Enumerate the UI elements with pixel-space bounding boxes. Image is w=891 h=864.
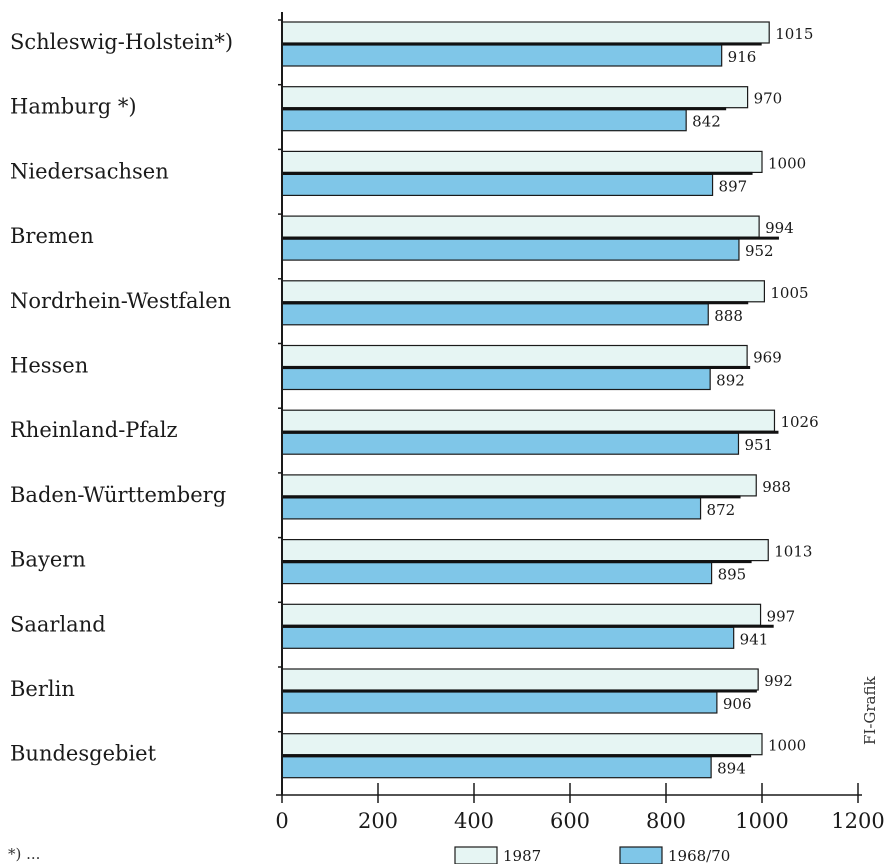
legend: 1987 1968/70 — [454, 846, 730, 864]
data-label: 951 — [744, 436, 773, 454]
data-label: 970 — [754, 90, 783, 108]
bar-recent — [281, 280, 765, 303]
category-label: Bremen — [10, 224, 94, 248]
bar-recent — [281, 344, 748, 368]
category-labels: Schleswig-Holstein*) Hamburg *) Niedersach… — [10, 30, 233, 766]
bar-earlier — [281, 432, 740, 455]
credit-label: FI-Grafik — [861, 675, 879, 745]
bar-recent — [281, 603, 762, 626]
x-tick-label: 1000 — [735, 809, 788, 833]
data-label: 1000 — [768, 154, 806, 172]
data-label: 941 — [740, 630, 769, 648]
x-tick-label: 800 — [646, 809, 686, 833]
category-label: Bayern — [10, 548, 86, 572]
bar-recent — [281, 86, 749, 109]
category-label: Berlin — [10, 677, 75, 701]
bar-recent — [281, 474, 757, 497]
bar-earlier — [281, 44, 723, 67]
bars-layer: 1015 916 970 842 1000 897 994 952 1005 888 969 892 1… — [281, 21, 819, 779]
data-label: 888 — [714, 307, 743, 325]
category-label: Saarland — [10, 612, 106, 636]
data-label: 916 — [728, 48, 757, 66]
bar-earlier — [281, 756, 712, 779]
bar-recent — [281, 21, 770, 44]
bar-recent — [281, 668, 759, 691]
bar-earlier — [281, 238, 740, 261]
x-axis: 0 200 400 600 800 1000 1200 — [275, 12, 885, 833]
data-label: 1013 — [774, 543, 812, 561]
bar-earlier — [281, 561, 713, 585]
data-label: 992 — [764, 672, 793, 690]
bar-earlier — [281, 497, 702, 520]
bar-recent — [281, 215, 760, 238]
category-label: Hessen — [10, 354, 88, 378]
data-label: 906 — [723, 695, 752, 713]
data-label: 892 — [716, 372, 745, 390]
category-label: Bundesgebiet — [10, 742, 157, 766]
bar-earlier — [281, 303, 709, 326]
bar-earlier — [281, 109, 687, 132]
legend-label: 1987 — [503, 847, 541, 864]
data-label: 872 — [707, 501, 736, 519]
x-tick-label: 1200 — [831, 809, 884, 833]
category-label: Nordrhein-Westfalen — [10, 289, 231, 313]
data-label: 1015 — [775, 25, 813, 43]
data-label: 1026 — [780, 413, 818, 431]
bar-earlier — [281, 173, 714, 196]
legend-label: 1968/70 — [668, 847, 730, 864]
category-label: Hamburg *) — [10, 95, 137, 119]
data-label: 997 — [767, 607, 796, 625]
data-label: 842 — [692, 113, 721, 131]
data-label: 952 — [745, 242, 774, 260]
category-label: Rheinland-Pfalz — [10, 418, 178, 442]
bar-recent — [281, 733, 763, 756]
data-label: 1005 — [770, 284, 808, 302]
footnote: *) ... — [8, 845, 40, 863]
bar-earlier — [281, 367, 711, 391]
category-label: Schleswig-Holstein*) — [10, 30, 233, 54]
data-label: 1000 — [768, 737, 806, 755]
category-label: Baden-Württemberg — [10, 483, 226, 507]
x-tick-label: 400 — [454, 809, 494, 833]
x-tick-label: 600 — [550, 809, 590, 833]
category-label: Niedersachsen — [10, 159, 169, 183]
bar-recent — [281, 538, 769, 562]
bar-earlier — [281, 691, 718, 714]
bar-recent — [281, 150, 763, 173]
x-tick-label: 200 — [358, 809, 398, 833]
x-tick-label: 0 — [275, 809, 288, 833]
data-label: 994 — [765, 219, 794, 237]
data-label: 894 — [717, 760, 746, 778]
legend-swatch — [454, 846, 498, 864]
data-label: 988 — [762, 478, 791, 496]
data-label: 969 — [753, 349, 782, 367]
data-label: 895 — [718, 566, 747, 584]
bar-recent — [281, 409, 776, 432]
legend-swatch — [619, 846, 663, 864]
bar-earlier — [281, 626, 735, 649]
data-label: 897 — [719, 177, 748, 195]
